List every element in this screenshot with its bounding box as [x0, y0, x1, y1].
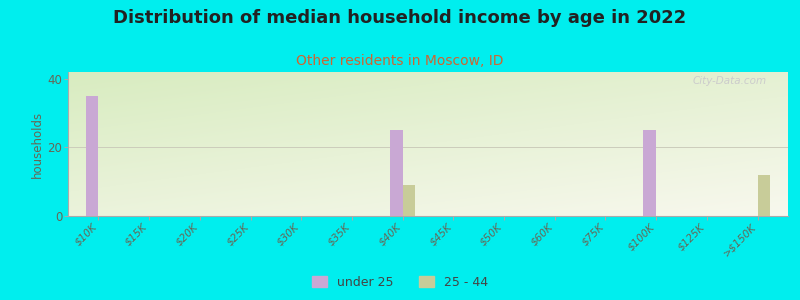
Bar	[643, 130, 656, 216]
Text: Distribution of median household income by age in 2022: Distribution of median household income …	[114, 9, 686, 27]
Bar	[758, 175, 770, 216]
Y-axis label: households: households	[30, 110, 43, 178]
Legend: under 25, 25 - 44: under 25, 25 - 44	[307, 271, 493, 294]
Text: Other residents in Moscow, ID: Other residents in Moscow, ID	[296, 54, 504, 68]
Bar	[402, 185, 415, 216]
Bar	[86, 96, 98, 216]
Text: City-Data.com: City-Data.com	[692, 76, 766, 86]
Bar	[390, 130, 402, 216]
